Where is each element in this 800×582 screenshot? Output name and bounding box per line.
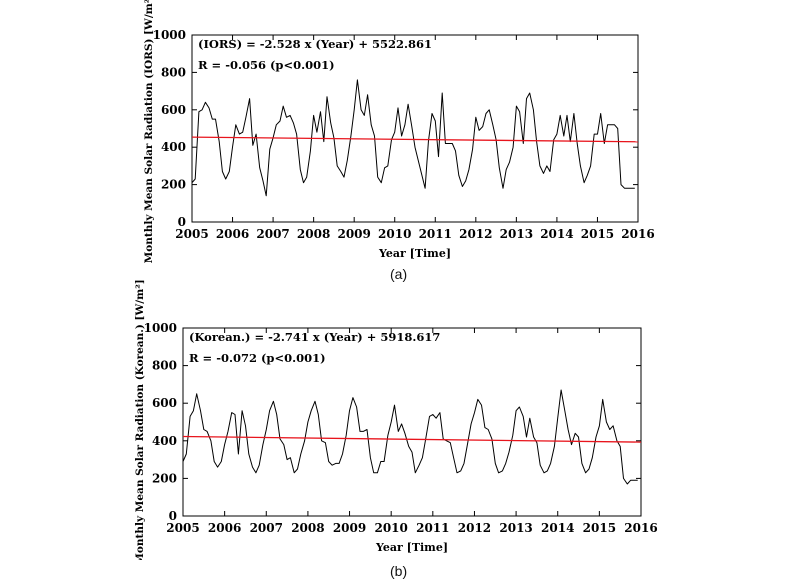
x-tick-label-b: 2016 <box>624 521 657 535</box>
trend-line-b <box>182 435 642 443</box>
y-tick-label-b: 1000 <box>144 321 177 335</box>
x-tick-label-b: 2005 <box>166 521 199 535</box>
x-tick-label-a: 2005 <box>175 227 208 241</box>
x-tick-label-a: 2012 <box>459 227 492 241</box>
x-tick-label-a: 2009 <box>337 227 370 241</box>
x-tick-label-b: 2012 <box>458 521 491 535</box>
x-tick-label-b: 2007 <box>250 521 283 535</box>
x-tick-label-a: 2013 <box>500 227 533 241</box>
x-tick-label-a: 2016 <box>621 227 654 241</box>
y-tick-label-b: 400 <box>152 434 177 448</box>
chart-b: 2005 2006 2007 2008 2009 2010 2011 2012 2013 2014… <box>134 279 658 565</box>
x-tick-label-a: 2015 <box>581 227 614 241</box>
y-tick-label-a: 800 <box>161 65 186 79</box>
annotation-a-1: (IORS) = -2.528 x (Year) + 5522.861 <box>198 37 432 51</box>
x-tick-label-b: 2010 <box>374 521 407 535</box>
x-tick-label-a: 2011 <box>419 227 452 241</box>
x-axis-label-b: Year [Time] <box>375 541 448 554</box>
trend-line-a <box>191 136 639 143</box>
plot-frame-a <box>191 34 639 223</box>
y-tick-label-a: 200 <box>161 178 186 192</box>
annotation-b-2: R = -0.072 (p<0.001) <box>189 351 326 365</box>
y-tick-label-b: 800 <box>152 359 177 373</box>
annotation-a-2: R = -0.056 (p<0.001) <box>198 58 335 72</box>
y-tick-label-a: 600 <box>161 103 186 117</box>
caption-b: (b) <box>390 563 408 579</box>
x-tick-label-b: 2014 <box>541 521 574 535</box>
x-axis-label-a: Year [Time] <box>378 247 451 260</box>
y-tick-label-a: 0 <box>178 215 186 229</box>
x-tick-label-b: 2009 <box>333 521 366 535</box>
y-tick-label-b: 200 <box>152 471 177 485</box>
y-tick-label-b: 0 <box>169 509 177 523</box>
x-tick-label-a: 2008 <box>297 227 330 241</box>
monthly-series-line-a <box>191 79 635 197</box>
annotation-b-1: (Korean.) = -2.741 x (Year) + 5918.617 <box>189 330 440 344</box>
y-tick-label-a: 400 <box>161 140 186 154</box>
y-axis-label-a: Monthly Mean Solar Radiation (IORS) [W/m… <box>143 0 155 263</box>
x-tick-label-a: 2014 <box>540 227 573 241</box>
monthly-series-line-b <box>182 389 638 485</box>
x-tick-label-a: 2006 <box>216 227 249 241</box>
caption-a: (a) <box>390 266 408 282</box>
plot-frame-b <box>182 327 642 517</box>
y-axis-label-b: Monthly Mean Solar Radiation (Korean.) [… <box>134 279 146 560</box>
x-tick-label-b: 2013 <box>499 521 532 535</box>
x-tick-label-b: 2006 <box>208 521 241 535</box>
x-tick-label-a: 2010 <box>378 227 411 241</box>
x-tick-label-b: 2008 <box>291 521 324 535</box>
x-tick-label-b: 2015 <box>583 521 616 535</box>
chart-a: 2005 2006 2007 2008 2009 2010 2011 2012 2013 2014… <box>143 0 655 263</box>
y-tick-label-a: 1000 <box>153 28 186 42</box>
charts-canvas: 2005 2006 2007 2008 2009 2010 2011 2012 2013 2014… <box>134 0 658 565</box>
y-tick-label-b: 600 <box>152 396 177 410</box>
x-tick-label-b: 2011 <box>416 521 449 535</box>
x-tick-label-a: 2007 <box>256 227 289 241</box>
